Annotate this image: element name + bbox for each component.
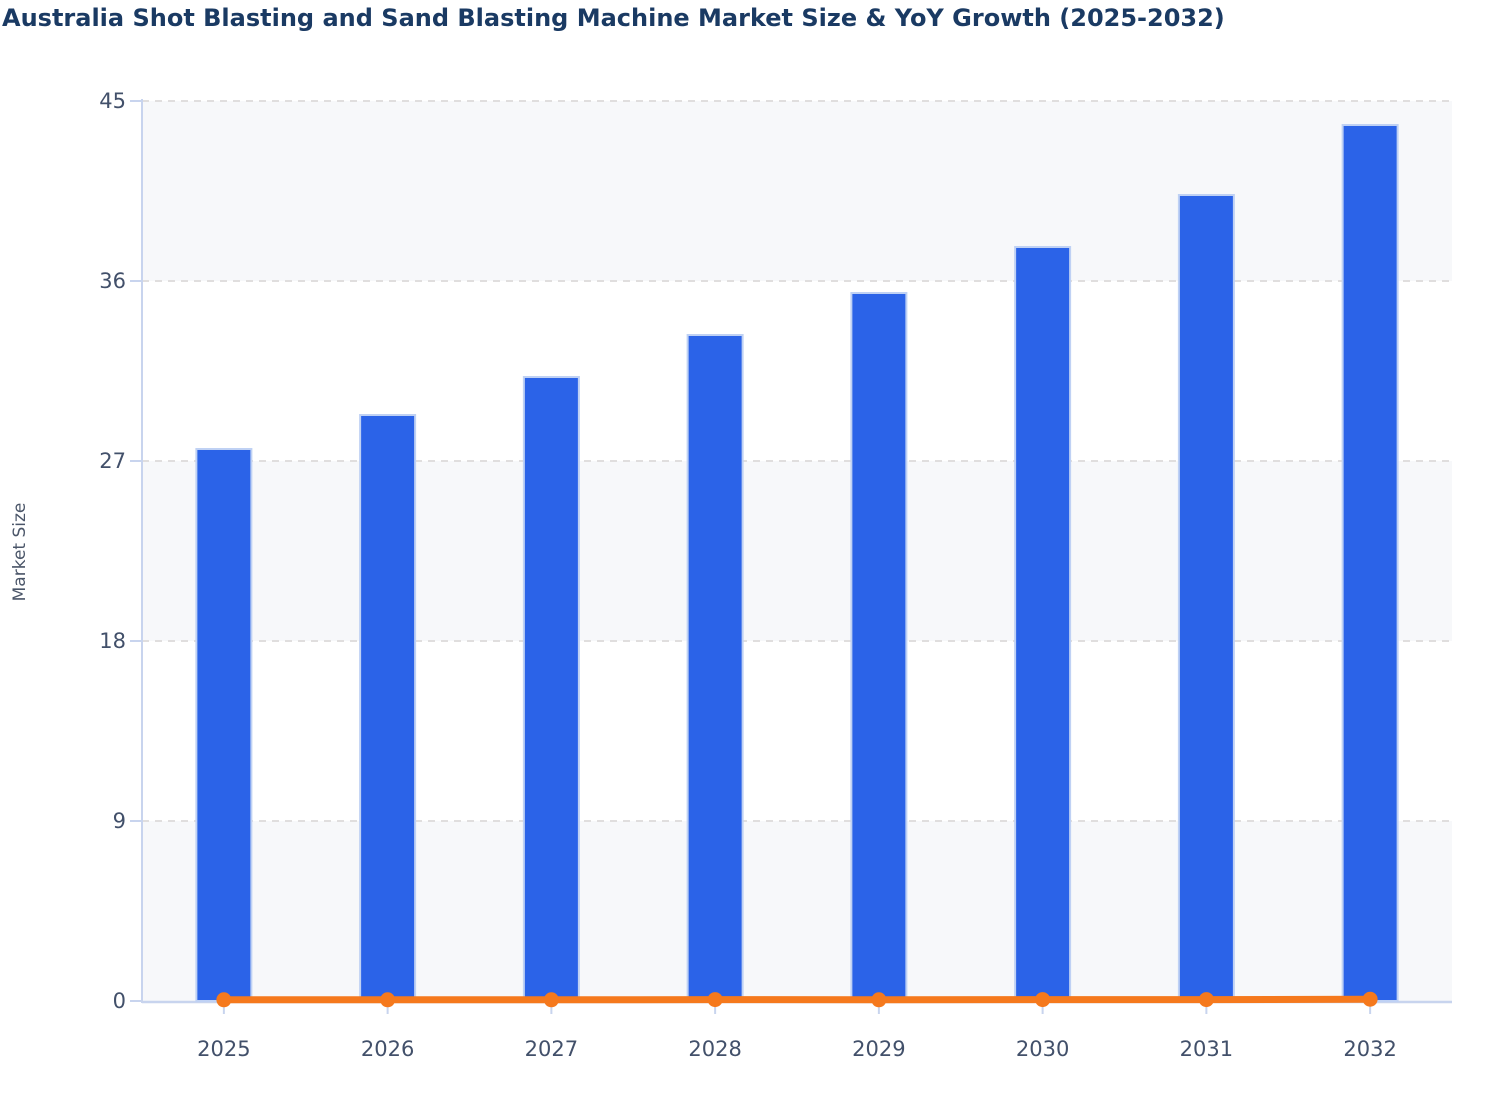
yoy-marker-2029[interactable]	[871, 992, 887, 1008]
yoy-marker-2028[interactable]	[707, 992, 723, 1008]
bar-2031[interactable]	[1177, 194, 1235, 1002]
bar-2026[interactable]	[359, 414, 417, 1002]
plot-band	[142, 461, 1452, 641]
yoy-marker-2030[interactable]	[1035, 992, 1051, 1008]
y-tick-label: 27	[99, 449, 126, 473]
x-tick-label: 2031	[1180, 1037, 1233, 1061]
x-tick-label: 2032	[1343, 1037, 1396, 1061]
bar-2029[interactable]	[850, 292, 908, 1002]
x-tick-label: 2026	[361, 1037, 414, 1061]
y-tick-label: 0	[113, 989, 126, 1013]
y-tick-label: 9	[113, 809, 126, 833]
bar-2030[interactable]	[1014, 246, 1072, 1002]
y-tick-label: 36	[99, 269, 126, 293]
chart-title: Australia Shot Blasting and Sand Blastin…	[2, 4, 1225, 32]
x-tick-label: 2030	[1016, 1037, 1069, 1061]
bar-2028[interactable]	[686, 334, 744, 1002]
bar-2027[interactable]	[522, 376, 580, 1002]
y-tick-label: 18	[99, 629, 126, 653]
yoy-marker-2031[interactable]	[1198, 992, 1214, 1008]
yoy-marker-2026[interactable]	[380, 992, 396, 1008]
plot-band	[142, 821, 1452, 1001]
yoy-marker-2027[interactable]	[543, 992, 559, 1008]
bar-2025[interactable]	[195, 448, 253, 1002]
yoy-marker-2032[interactable]	[1362, 991, 1378, 1007]
plot-band	[142, 101, 1452, 281]
x-tick-label: 2029	[852, 1037, 905, 1061]
bar-2032[interactable]	[1341, 124, 1399, 1002]
yoy-line	[220, 995, 1374, 1004]
yoy-marker-2025[interactable]	[216, 992, 232, 1008]
x-tick-label: 2027	[525, 1037, 578, 1061]
x-tick-label: 2028	[688, 1037, 741, 1061]
y-tick-label: 45	[99, 89, 126, 113]
x-tick-label: 2025	[197, 1037, 250, 1061]
